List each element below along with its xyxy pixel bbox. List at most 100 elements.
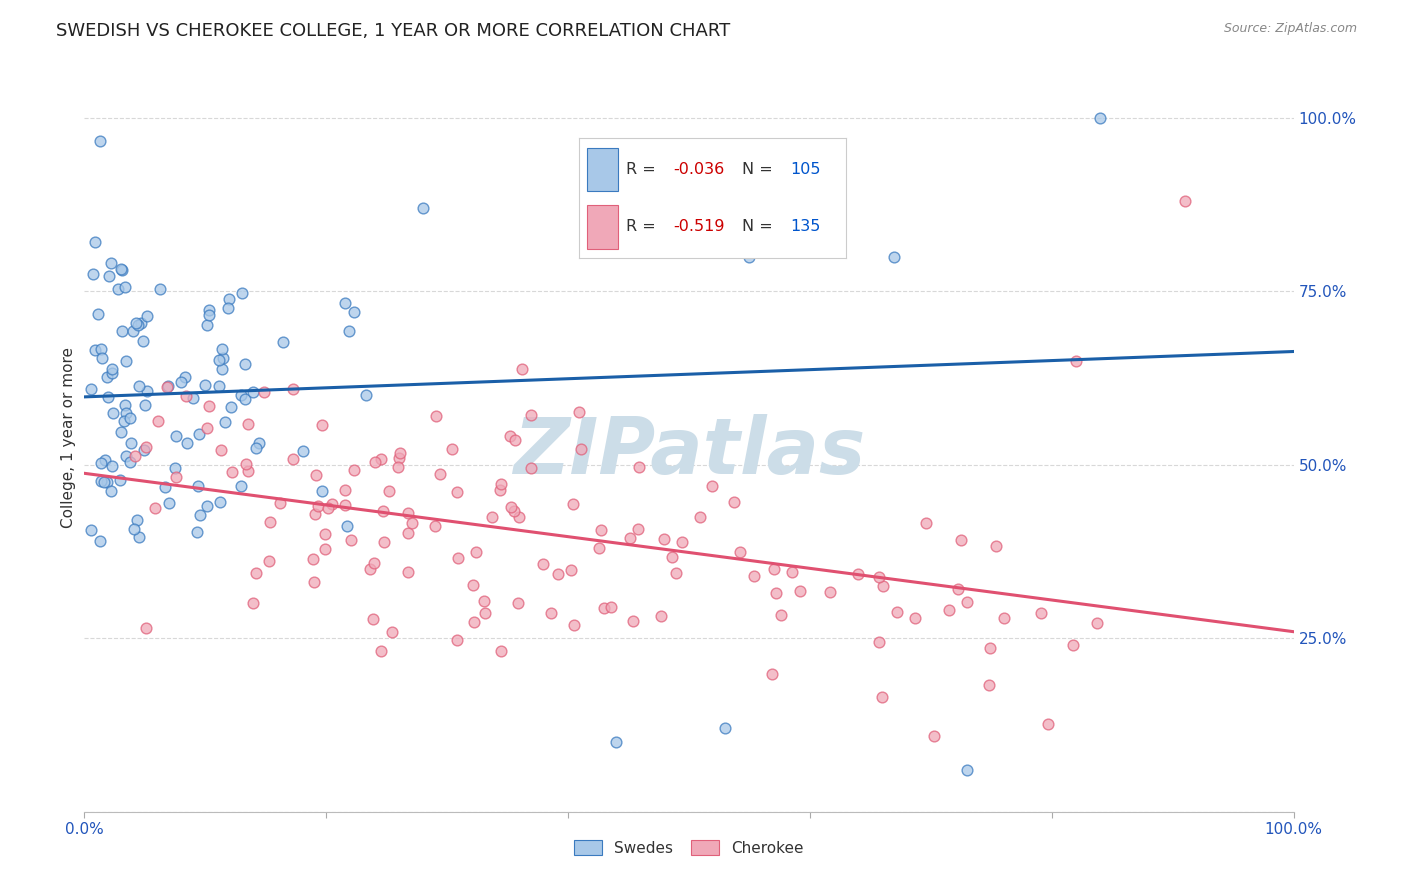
Point (446, 633, 468, 648)
Point (208, 379, 231, 393)
Point (956, 763, 979, 777)
Point (186, 525, 208, 540)
Point (412, 201, 434, 215)
Point (924, 729, 946, 743)
Point (97, 390, 120, 404)
Point (387, 450, 409, 465)
Point (90, 456, 112, 470)
Point (125, 316, 148, 330)
Point (132, 443, 155, 458)
Point (1088, 111, 1111, 125)
Point (111, 262, 134, 277)
Point (723, 494, 745, 508)
Point (689, 510, 711, 524)
Point (562, 618, 585, 632)
Text: -0.519: -0.519 (673, 219, 725, 235)
Point (762, 562, 785, 576)
Point (89, 534, 111, 549)
Point (236, 464, 259, 478)
Point (373, 535, 395, 549)
Point (90, 475, 112, 489)
Point (120, 435, 142, 450)
Point (156, 380, 179, 394)
Point (195, 420, 218, 434)
Point (1062, 638, 1084, 652)
Point (339, 533, 361, 548)
Point (481, 510, 503, 524)
Point (153, 480, 176, 494)
Point (208, 352, 231, 367)
Point (229, 388, 252, 402)
Point (112, 414, 135, 428)
Legend: Swedes, Cherokee: Swedes, Cherokee (569, 836, 808, 860)
Point (96, 370, 118, 384)
Point (103, 406, 125, 420)
Point (359, 561, 381, 575)
Point (600, 599, 623, 614)
Point (780, 565, 803, 579)
Point (714, 722, 737, 736)
Point (84, 235, 107, 249)
Point (738, 250, 761, 264)
Point (333, 498, 356, 512)
Text: R =: R = (626, 219, 661, 235)
Point (505, 434, 527, 448)
Point (114, 354, 136, 368)
Text: 135: 135 (790, 219, 820, 235)
Point (181, 391, 204, 405)
Point (198, 308, 221, 322)
Point (101, 362, 124, 376)
Point (519, 461, 541, 475)
Text: R =: R = (626, 161, 661, 177)
Point (333, 483, 356, 498)
Point (700, 479, 723, 493)
Point (342, 463, 364, 477)
Point (378, 484, 401, 499)
Point (110, 473, 132, 487)
Point (101, 366, 124, 380)
Point (661, 550, 683, 565)
Point (129, 316, 152, 330)
Point (311, 483, 333, 498)
Point (370, 644, 392, 658)
Point (304, 468, 326, 483)
Point (423, 519, 446, 533)
Point (96, 475, 118, 489)
Point (304, 507, 326, 521)
Point (440, 442, 463, 456)
Point (314, 527, 336, 541)
Point (474, 606, 496, 620)
Point (396, 565, 419, 579)
Point (136, 309, 159, 323)
Point (235, 392, 257, 406)
Point (136, 384, 159, 399)
Point (173, 369, 195, 384)
Point (627, 460, 650, 475)
Point (188, 426, 211, 441)
Point (188, 508, 211, 522)
Point (209, 442, 232, 457)
Point (242, 596, 264, 610)
Point (371, 504, 394, 518)
Point (993, 610, 1015, 624)
Point (568, 405, 591, 419)
Point (846, 567, 869, 582)
Point (489, 643, 512, 657)
Point (94, 452, 117, 467)
Point (198, 302, 221, 317)
Point (165, 429, 187, 443)
Point (281, 451, 304, 466)
Point (218, 292, 240, 306)
Point (127, 513, 149, 527)
Point (446, 485, 468, 500)
Point (235, 457, 257, 471)
Point (977, 678, 1000, 692)
Point (387, 460, 409, 475)
Point (114, 279, 136, 293)
Point (761, 666, 783, 681)
Point (170, 375, 193, 389)
Point (311, 417, 333, 432)
Point (950, 533, 973, 548)
Point (363, 556, 385, 570)
Point (868, 635, 890, 649)
